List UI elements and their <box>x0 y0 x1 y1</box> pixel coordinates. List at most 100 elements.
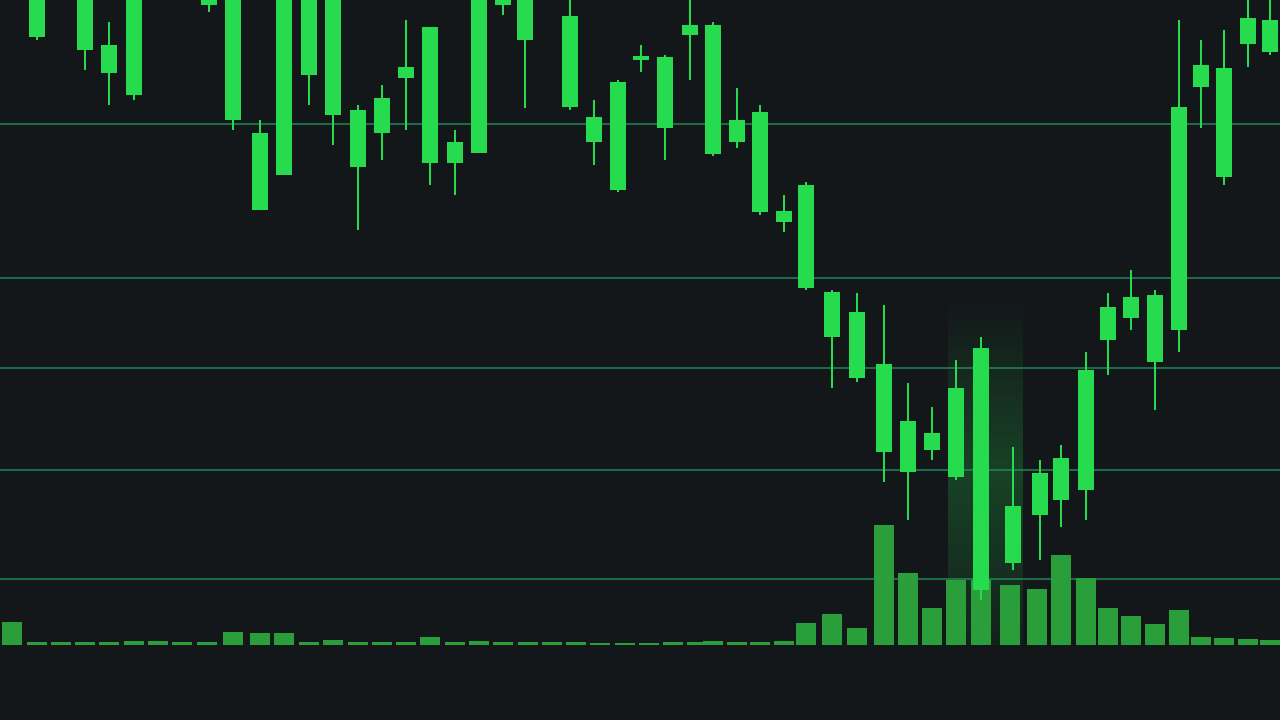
candle-body <box>325 0 341 115</box>
volume-bar <box>663 642 683 645</box>
volume-bar <box>51 642 71 645</box>
volume-bar <box>197 642 217 645</box>
volume-bar <box>469 641 489 645</box>
candle-body <box>495 0 511 5</box>
volume-bar <box>687 642 707 645</box>
candle-body <box>447 142 463 163</box>
volume-bar <box>99 642 119 645</box>
candle-body <box>849 312 865 378</box>
candle-body <box>729 120 745 142</box>
volume-bar <box>971 580 991 645</box>
candle-body <box>398 67 414 78</box>
volume-bar <box>1098 608 1118 645</box>
volume-bar <box>1076 578 1096 645</box>
candle-body <box>562 16 578 107</box>
volume-bar <box>274 633 294 645</box>
volume-bar <box>898 573 918 645</box>
candle-body <box>924 433 940 450</box>
candle-body <box>824 292 840 337</box>
candle-body <box>705 25 721 154</box>
volume-bar <box>750 642 770 645</box>
volume-bar <box>922 608 942 645</box>
candle-body <box>610 82 626 190</box>
volume-bar <box>493 642 513 645</box>
candle-body <box>301 0 317 75</box>
candle-body <box>586 117 602 142</box>
candle-body <box>471 0 487 153</box>
volume-bar <box>396 642 416 645</box>
candle-body <box>1193 65 1209 87</box>
volume-bar <box>1214 638 1234 645</box>
candle-body <box>1100 307 1116 340</box>
volume-bar <box>372 642 392 645</box>
candle-body <box>350 110 366 167</box>
candle-body <box>1171 107 1187 330</box>
candle-body <box>973 348 989 590</box>
volume-bar <box>1260 640 1280 645</box>
volume-bar <box>27 642 47 645</box>
candle-body <box>1078 370 1094 490</box>
candle-body <box>776 211 792 222</box>
candle-body <box>657 57 673 128</box>
candle-body <box>276 0 292 175</box>
candle-body <box>1216 68 1232 177</box>
candle-body <box>1053 458 1069 500</box>
volume-bar <box>223 632 243 645</box>
candle-body <box>1005 506 1021 563</box>
volume-bar <box>1051 555 1071 645</box>
candle-body <box>682 25 698 35</box>
candle-body <box>517 0 533 40</box>
volume-bar <box>796 623 816 645</box>
volume-bar <box>590 643 610 645</box>
candle-body <box>1262 20 1278 52</box>
volume-bar <box>420 637 440 645</box>
volume-bar <box>299 642 319 645</box>
volume-bar <box>946 580 966 645</box>
candle-body <box>29 0 45 37</box>
volume-bar <box>566 642 586 645</box>
candle-body <box>225 0 241 120</box>
volume-bar <box>348 642 368 645</box>
volume-bar <box>774 641 794 645</box>
volume-bar <box>75 642 95 645</box>
candle-body <box>422 27 438 163</box>
volume-bar <box>847 628 867 645</box>
volume-bar <box>148 641 168 645</box>
candle-body <box>633 56 649 60</box>
candle-body <box>1147 295 1163 362</box>
volume-bar <box>703 641 723 645</box>
volume-bar <box>172 642 192 645</box>
candle-body <box>798 185 814 288</box>
candle-body <box>374 98 390 133</box>
volume-bar <box>542 642 562 645</box>
candle-body <box>752 112 768 212</box>
candle-body <box>201 0 217 5</box>
candle-body <box>1123 297 1139 318</box>
volume-bar <box>874 525 894 645</box>
candle-body <box>948 388 964 477</box>
candle-body <box>900 421 916 472</box>
candle-body <box>1032 473 1048 515</box>
volume-bar <box>445 642 465 645</box>
volume-bar <box>124 641 144 645</box>
volume-bar <box>2 622 22 645</box>
candle-body <box>876 364 892 452</box>
volume-bar <box>1191 637 1211 645</box>
volume-bar <box>822 614 842 645</box>
volume-bar <box>727 642 747 645</box>
candle-body <box>101 45 117 73</box>
volume-bar <box>639 643 659 645</box>
volume-bar <box>518 642 538 645</box>
volume-bar <box>615 643 635 645</box>
volume-bar <box>1000 585 1020 645</box>
volume-bar <box>1121 616 1141 645</box>
volume-bar <box>1238 639 1258 645</box>
candle-body <box>252 133 268 210</box>
volume-bar <box>250 633 270 645</box>
volume-bar <box>1169 610 1189 645</box>
volume-bar <box>323 640 343 645</box>
candle-body <box>1240 18 1256 44</box>
candle-body <box>77 0 93 50</box>
